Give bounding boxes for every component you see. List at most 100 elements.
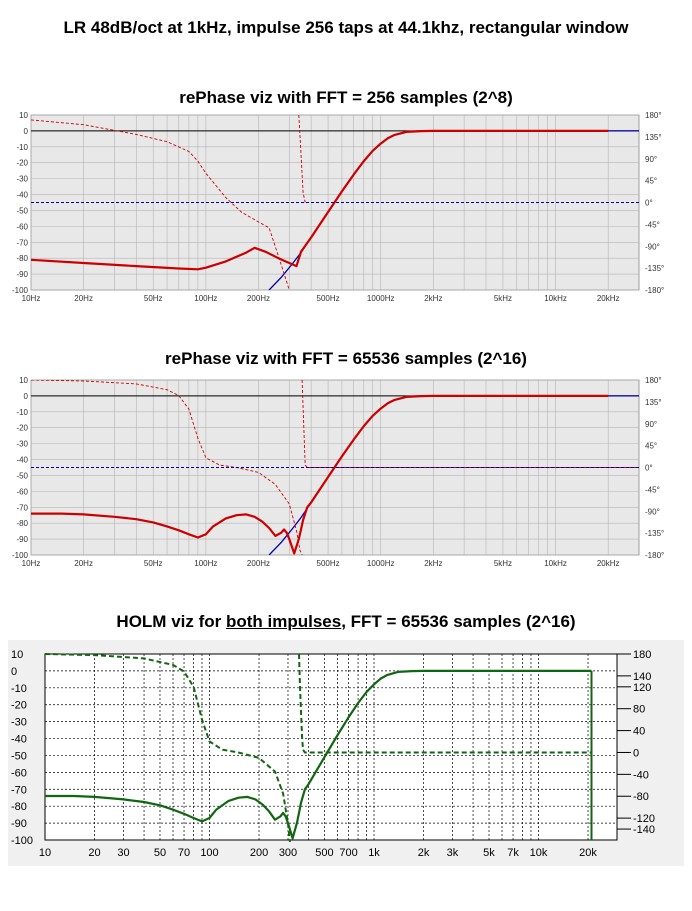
y2-tick-label: -90° — [645, 242, 660, 251]
y-tick-label: 0 — [24, 127, 29, 136]
y2-tick-label: -120 — [633, 813, 655, 825]
y2-tick-label: -45° — [645, 485, 660, 494]
y2-tick-label: -135° — [645, 264, 664, 273]
y-tick-label: 0 — [24, 392, 29, 401]
x-tick-label: 50Hz — [144, 294, 163, 303]
y2-tick-label: 0 — [633, 747, 639, 759]
chart-title-holm: HOLM viz for both impulses, FFT = 65536 … — [0, 612, 692, 632]
y-tick-label: -50 — [16, 206, 28, 215]
magnitude-red-series — [31, 394, 609, 555]
y-tick-label: -40 — [11, 734, 27, 746]
chart-title-rephase-256: rePhase viz with FFT = 256 samples (2^8) — [179, 88, 513, 107]
y2-tick-label: -45° — [645, 220, 660, 229]
rephase-chart-1: 10 0 -10 -20 -30 -40 -50 -60 -70 -80 -90 -100 180° 13… — [12, 376, 664, 568]
y2-tick-label: -80 — [633, 791, 649, 803]
x-tick-label: 10kHz — [544, 294, 567, 303]
x-tick-label: 10k — [530, 847, 548, 859]
x-tick-label: 10kHz — [544, 559, 567, 568]
y-tick-label: -20 — [16, 424, 28, 433]
x-tick-label: 200Hz — [247, 559, 270, 568]
y2-tick-label: 135° — [645, 398, 662, 407]
y2-tick-label: 0° — [645, 199, 653, 208]
x-tick-label: 2kHz — [424, 294, 442, 303]
x-tick-label: 1000Hz — [367, 559, 395, 568]
holm-chart: 100-10-20-30-40-50-60-70-80-90-100180140… — [8, 640, 684, 866]
y2-tick-label: -180° — [645, 286, 664, 295]
phase-red-dashed-series — [31, 380, 303, 555]
x-tick-label: 200 — [250, 847, 268, 859]
y-tick-label: -30 — [11, 717, 27, 729]
y2-tick-label: 0° — [645, 464, 653, 473]
y2-tick-label: 45° — [645, 177, 657, 186]
y2-tick-label: 120 — [633, 682, 651, 694]
x-tick-label: 20kHz — [597, 294, 620, 303]
holm-phase-dashed-series — [298, 653, 592, 754]
y2-tick-label: 90° — [645, 420, 657, 429]
y-tick-label: 10 — [11, 649, 23, 661]
y2-tick-label: 80 — [633, 704, 645, 716]
x-tick-label: 5kHz — [494, 294, 512, 303]
x-tick-label: 10Hz — [22, 559, 41, 568]
x-tick-label: 20Hz — [74, 294, 93, 303]
page-title: LR 48dB/oct at 1kHz, impulse 256 taps at… — [63, 18, 629, 37]
x-tick-label: 20 — [88, 847, 100, 859]
x-tick-label: 20Hz — [74, 559, 93, 568]
x-tick-label: 300 — [279, 847, 297, 859]
holm-title-underlined: both impulses — [225, 612, 342, 631]
rephase-chart-0: 10 0 -10 -20 -30 -40 -50 -60 -70 -80 -90 -100 180° 13… — [12, 111, 664, 303]
y-tick-label: -20 — [16, 159, 28, 168]
y-tick-label: -70 — [11, 784, 27, 796]
holm-title-part-3: , FFT = 65536 samples (2^16) — [341, 612, 576, 631]
x-tick-label: 500Hz — [317, 294, 340, 303]
y-tick-label: -60 — [16, 222, 28, 231]
x-tick-label: 10 — [39, 847, 51, 859]
x-tick-label: 10Hz — [22, 294, 41, 303]
y2-tick-label: 180° — [645, 376, 662, 385]
phase-red-dashed-series — [31, 119, 290, 290]
x-tick-label: 20kHz — [597, 559, 620, 568]
x-tick-label: 100Hz — [194, 559, 217, 568]
holm-magnitude-series — [45, 669, 592, 840]
y-tick-label: -70 — [16, 238, 28, 247]
y-tick-label: -100 — [12, 286, 29, 295]
y-tick-label: -30 — [16, 440, 28, 449]
y-tick-label: -10 — [16, 408, 28, 417]
y2-tick-label: -40 — [633, 769, 649, 781]
y-tick-label: 0 — [11, 666, 17, 678]
y-tick-label: -60 — [11, 767, 27, 779]
y2-tick-label: 90° — [645, 155, 657, 164]
y-tick-label: 10 — [19, 111, 28, 120]
x-tick-label: 70 — [178, 847, 190, 859]
y-tick-label: -50 — [11, 750, 27, 762]
x-tick-label: 7k — [507, 847, 519, 859]
y-tick-label: -20 — [11, 700, 27, 712]
y-tick-label: -10 — [11, 683, 27, 695]
x-tick-label: 3k — [447, 847, 459, 859]
y2-tick-label: -180° — [645, 551, 664, 560]
chart-title-rephase-65536: rePhase viz with FFT = 65536 samples (2^… — [165, 349, 527, 368]
y2-tick-label: 40 — [633, 726, 645, 738]
x-tick-label: 50Hz — [144, 559, 163, 568]
x-tick-label: 500Hz — [317, 559, 340, 568]
holm-title-part-1: HOLM viz for — [116, 612, 226, 631]
x-tick-label: 100 — [200, 847, 218, 859]
y2-tick-label: 180 — [633, 649, 651, 661]
y-tick-label: -10 — [16, 143, 28, 152]
y-tick-label: -100 — [11, 835, 33, 847]
y2-tick-label: -135° — [645, 529, 664, 538]
x-tick-label: 30 — [117, 847, 129, 859]
series-group — [31, 380, 639, 555]
y-tick-label: -40 — [16, 191, 28, 200]
y-tick-label: -50 — [16, 471, 28, 480]
x-tick-label: 50 — [154, 847, 166, 859]
series-group — [31, 115, 639, 290]
x-tick-label: 500 — [315, 847, 333, 859]
y2-tick-label: 140 — [633, 671, 651, 683]
y-tick-label: -90 — [11, 818, 27, 830]
x-tick-label: 700 — [339, 847, 357, 859]
magnitude-red-series — [31, 129, 609, 271]
series-group — [45, 653, 593, 842]
y-tick-label: -40 — [16, 456, 28, 465]
y-tick-label: -80 — [16, 519, 28, 528]
y2-tick-label: -90° — [645, 507, 660, 516]
